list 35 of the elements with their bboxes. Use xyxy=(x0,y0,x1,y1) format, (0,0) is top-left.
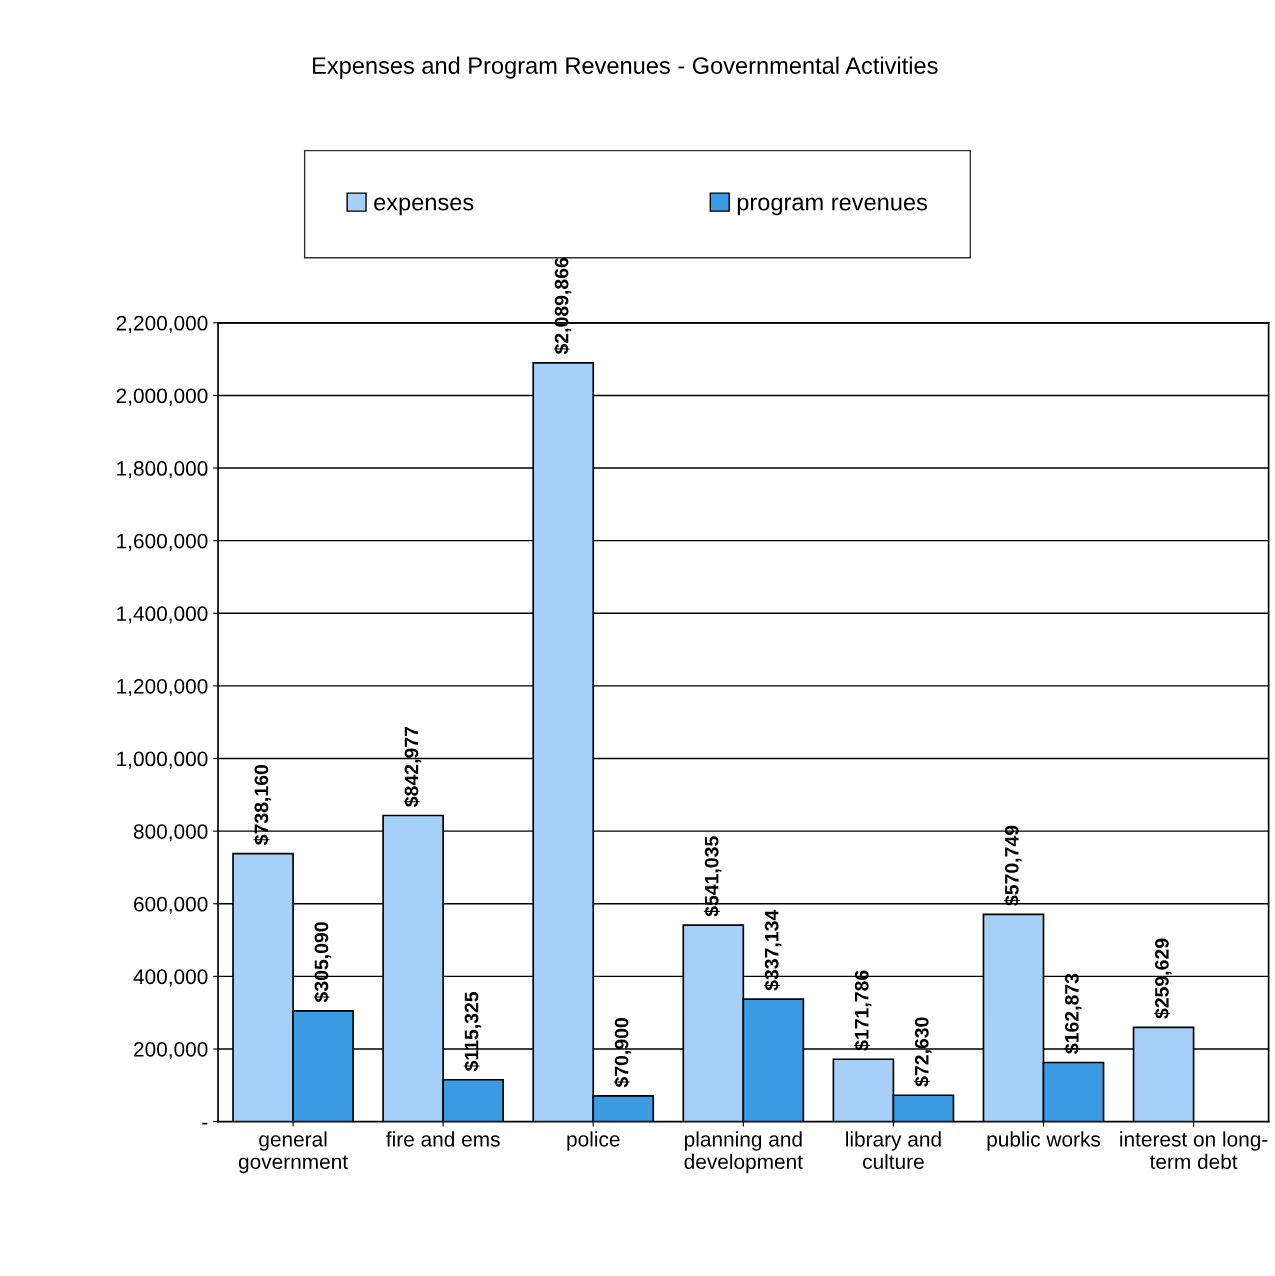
x-tick-label: planning and development xyxy=(684,1131,803,1174)
x-tick-label: public works xyxy=(987,1131,1101,1151)
y-tick-label: 2,000,000 xyxy=(116,388,208,406)
x-tick-label: fire and ems xyxy=(386,1131,500,1147)
data-label: $72,630 xyxy=(914,1017,932,1087)
y-tick-label: 200,000 xyxy=(134,1041,208,1060)
data-label: $2,089,866 xyxy=(553,257,572,355)
y-tick-label: 1,800,000 xyxy=(117,461,208,479)
data-label: $171,786 xyxy=(853,970,872,1051)
x-tick-label: police xyxy=(567,1131,620,1151)
data-label: $305,090 xyxy=(313,922,332,1003)
y-tick-label: 1,400,000 xyxy=(117,606,208,624)
y-tick-label: 800,000 xyxy=(133,824,208,842)
y-tick-label: 400,000 xyxy=(133,969,208,987)
x-tick-label: interest on long- term debt xyxy=(1120,1131,1268,1170)
legend-label: program revenues xyxy=(737,197,928,216)
data-label: $541,035 xyxy=(703,836,722,917)
y-tick-label: 2,200,000 xyxy=(116,315,208,334)
legend-label: expenses xyxy=(374,197,474,216)
data-label: $162,873 xyxy=(1064,973,1082,1054)
y-tick-label: 1,600,000 xyxy=(117,533,208,551)
data-label: $115,325 xyxy=(463,991,482,1072)
y-tick-label: 600,000 xyxy=(134,896,208,914)
data-label: $259,629 xyxy=(1154,938,1172,1019)
x-tick-label: library and culture xyxy=(846,1131,941,1170)
y-tick-label: 1,000,000 xyxy=(117,751,208,769)
data-label: $738,160 xyxy=(253,764,272,845)
x-tick-label: general government xyxy=(238,1131,348,1174)
data-label: $337,134 xyxy=(763,909,782,991)
y-tick-label: 1,200,000 xyxy=(117,678,208,697)
chart-title: Expenses and Program Revenues - Governmental Activities xyxy=(313,56,938,79)
data-label: $570,749 xyxy=(1004,825,1022,906)
y-tick-label: - xyxy=(202,1122,208,1125)
data-label: $842,977 xyxy=(403,726,422,807)
data-label: $70,900 xyxy=(613,1018,632,1088)
